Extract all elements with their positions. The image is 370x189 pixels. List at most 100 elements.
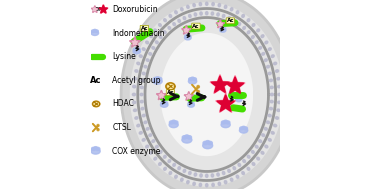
Ellipse shape (233, 167, 236, 170)
Ellipse shape (173, 23, 175, 26)
Ellipse shape (236, 175, 239, 178)
Ellipse shape (197, 85, 199, 88)
Ellipse shape (142, 114, 145, 117)
Ellipse shape (221, 122, 230, 128)
Ellipse shape (169, 172, 172, 175)
Ellipse shape (221, 121, 225, 124)
Ellipse shape (164, 167, 166, 170)
Ellipse shape (168, 84, 173, 88)
Ellipse shape (185, 36, 191, 40)
Ellipse shape (259, 140, 262, 143)
Ellipse shape (153, 78, 162, 84)
Ellipse shape (181, 178, 183, 181)
Polygon shape (182, 25, 191, 34)
Ellipse shape (197, 91, 199, 93)
Ellipse shape (164, 31, 166, 34)
Ellipse shape (242, 126, 245, 129)
Ellipse shape (211, 12, 213, 15)
Ellipse shape (146, 145, 149, 148)
Polygon shape (225, 76, 245, 94)
Ellipse shape (205, 174, 208, 177)
Ellipse shape (228, 17, 230, 20)
Ellipse shape (156, 77, 159, 80)
Ellipse shape (231, 8, 233, 11)
Ellipse shape (152, 46, 155, 49)
Ellipse shape (222, 14, 225, 18)
Ellipse shape (212, 183, 214, 187)
Ellipse shape (218, 182, 221, 185)
Polygon shape (98, 5, 108, 13)
Ellipse shape (236, 97, 239, 99)
Ellipse shape (212, 2, 214, 6)
Ellipse shape (273, 124, 277, 127)
Ellipse shape (199, 183, 202, 187)
Ellipse shape (222, 171, 225, 175)
Ellipse shape (243, 160, 245, 163)
Ellipse shape (193, 4, 195, 7)
Ellipse shape (271, 55, 274, 57)
Polygon shape (184, 91, 194, 100)
Ellipse shape (173, 163, 175, 166)
Polygon shape (217, 95, 234, 111)
Ellipse shape (134, 109, 137, 112)
Ellipse shape (161, 102, 164, 104)
Ellipse shape (92, 101, 100, 107)
Ellipse shape (154, 157, 157, 160)
Ellipse shape (133, 48, 137, 51)
Polygon shape (99, 5, 108, 13)
Ellipse shape (208, 141, 212, 145)
Ellipse shape (94, 147, 98, 150)
Text: or: or (95, 6, 102, 12)
Polygon shape (91, 6, 98, 12)
Polygon shape (186, 94, 191, 98)
Ellipse shape (268, 48, 271, 50)
Ellipse shape (140, 100, 144, 103)
Ellipse shape (240, 127, 243, 130)
Ellipse shape (140, 86, 144, 89)
Ellipse shape (193, 182, 195, 185)
Text: Ac: Ac (141, 26, 148, 31)
Ellipse shape (251, 36, 254, 39)
Ellipse shape (261, 35, 264, 38)
Ellipse shape (262, 134, 265, 136)
Ellipse shape (247, 19, 250, 22)
Ellipse shape (188, 79, 197, 84)
Text: COX enzyme: COX enzyme (112, 147, 161, 156)
Ellipse shape (135, 48, 138, 50)
Ellipse shape (183, 17, 186, 20)
Ellipse shape (236, 98, 242, 102)
Ellipse shape (278, 101, 281, 104)
Ellipse shape (133, 49, 141, 54)
Ellipse shape (141, 79, 144, 82)
Polygon shape (211, 76, 229, 92)
Ellipse shape (205, 141, 210, 144)
Ellipse shape (188, 102, 191, 105)
Ellipse shape (132, 93, 135, 96)
Ellipse shape (168, 160, 171, 163)
Ellipse shape (158, 77, 162, 81)
Ellipse shape (247, 31, 250, 34)
Ellipse shape (164, 155, 166, 158)
Ellipse shape (187, 136, 192, 139)
Ellipse shape (155, 41, 158, 44)
Ellipse shape (141, 107, 144, 110)
Ellipse shape (144, 65, 147, 68)
Ellipse shape (242, 14, 245, 17)
Ellipse shape (175, 11, 177, 14)
Ellipse shape (178, 19, 181, 22)
Polygon shape (146, 19, 268, 170)
Ellipse shape (220, 28, 226, 32)
Polygon shape (216, 20, 225, 28)
Ellipse shape (205, 2, 208, 5)
Ellipse shape (154, 29, 157, 32)
Ellipse shape (134, 77, 137, 80)
Ellipse shape (200, 12, 202, 15)
Ellipse shape (172, 120, 176, 123)
Ellipse shape (278, 93, 281, 96)
Polygon shape (210, 75, 230, 94)
Ellipse shape (271, 132, 274, 134)
Ellipse shape (94, 102, 98, 106)
Ellipse shape (174, 121, 178, 124)
Ellipse shape (218, 4, 221, 7)
Ellipse shape (132, 85, 136, 88)
